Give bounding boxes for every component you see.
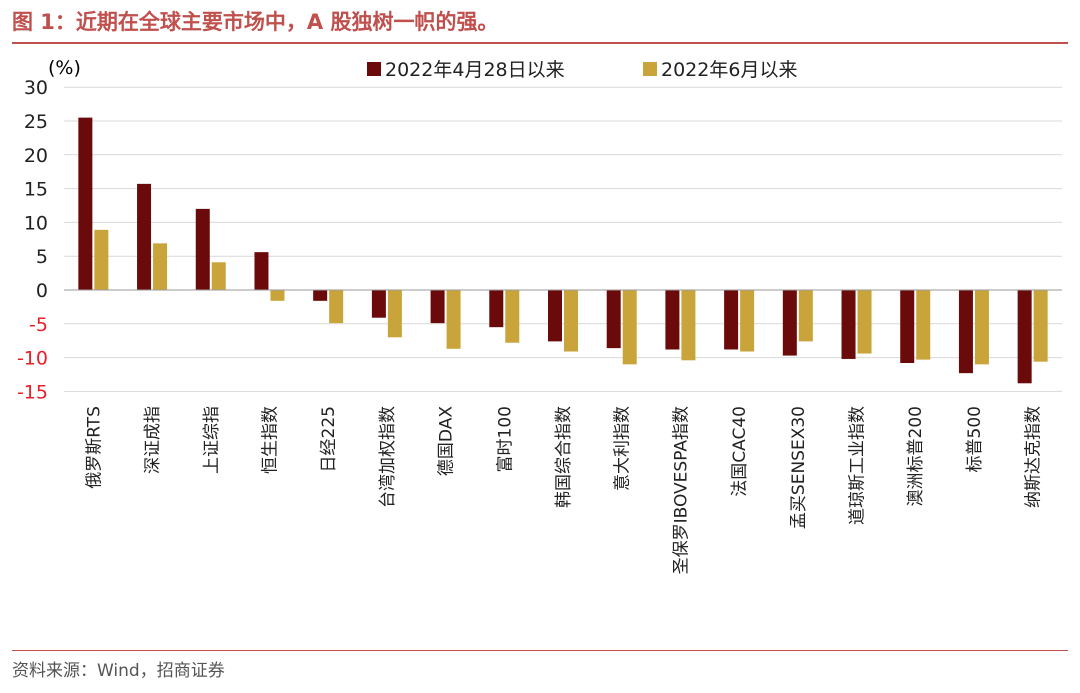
bar-series-2 (446, 290, 461, 349)
bar-series-1 (782, 290, 797, 356)
x-category-label: 俄罗斯RTS (84, 406, 104, 489)
legend-swatch-series-2 (643, 62, 657, 76)
bar-series-2 (329, 290, 344, 324)
x-category-label: 上证综指 (202, 406, 222, 474)
bar-series-2 (211, 262, 226, 290)
y-tick-label: 5 (36, 246, 48, 268)
footer-divider (12, 650, 1068, 651)
bars (78, 117, 1048, 384)
gridlines (64, 86, 1062, 392)
x-category-label: 纳斯达克指数 (1024, 406, 1044, 508)
bar-series-1 (606, 290, 621, 349)
x-category-label: 澳洲标普200 (906, 406, 926, 506)
y-axis: 30 25 20 15 10 5 0 -5 -10 -15 (17, 77, 48, 403)
bar-series-1 (841, 290, 856, 359)
x-category-label: 圣保罗IBOVESPA指数 (671, 406, 691, 574)
bar-series-1 (958, 290, 973, 374)
x-category-label: 深证成指 (143, 406, 163, 474)
x-category-label: 恒生指数 (260, 406, 280, 474)
y-tick-label: 30 (24, 77, 48, 99)
bar-series-1 (665, 290, 680, 350)
bar-series-1 (548, 290, 562, 342)
bar-series-1 (313, 290, 328, 301)
bar-series-1 (489, 290, 504, 328)
x-category-label: 标普500 (965, 406, 985, 472)
bar-series-1 (195, 208, 210, 290)
bar-series-2 (681, 290, 696, 361)
bar-series-2 (505, 290, 520, 343)
x-category-label: 日经225 (319, 406, 339, 472)
y-tick-label: 0 (36, 280, 48, 302)
x-category-label: 孟买SENSEX30 (789, 406, 809, 529)
bar-series-1 (430, 290, 445, 324)
x-category-label: 富时100 (495, 406, 515, 472)
bar-series-1 (1017, 290, 1032, 384)
y-tick-label: -15 (17, 381, 48, 403)
legend-swatch-series-1 (367, 62, 381, 76)
bar-series-2 (564, 290, 578, 352)
y-tick-label: 15 (24, 179, 48, 201)
bar-series-1 (371, 290, 386, 318)
y-tick-label: -10 (17, 348, 48, 370)
bar-series-2 (622, 290, 637, 365)
bar-series-2 (1033, 290, 1048, 362)
bar-series-2 (857, 290, 872, 354)
x-category-label: 意大利指数 (613, 406, 633, 491)
bar-series-2 (94, 229, 109, 290)
bar-series-2 (270, 290, 285, 301)
bar-series-1 (900, 290, 915, 364)
title-divider (12, 42, 1068, 44)
x-category-label: 道琼斯工业指数 (848, 406, 868, 525)
legend: 2022年4月28日以来 2022年6月以来 (367, 59, 797, 81)
bar-series-2 (916, 290, 931, 360)
bar-chart: 30 25 20 15 10 5 0 -5 -10 -15 (%) 俄罗斯RTS 深证成指 上证综指 恒… (17, 57, 1062, 575)
x-category-label: 台湾加权指数 (378, 406, 398, 508)
bar-series-2 (153, 243, 168, 290)
bar-series-1 (254, 252, 269, 290)
x-category-label: 韩国综合指数 (554, 406, 574, 508)
x-category-label: 德国DAX (437, 406, 457, 476)
figure-title: 图 1：近期在全球主要市场中，A 股独树一帜的强。 (12, 10, 499, 34)
bar-series-1 (137, 183, 152, 290)
bar-series-2 (798, 290, 813, 342)
bar-series-1 (78, 117, 93, 291)
bar-series-2 (387, 290, 402, 338)
y-tick-label: -5 (29, 314, 48, 336)
y-axis-unit-label: (%) (48, 57, 81, 79)
y-tick-label: 10 (24, 212, 48, 234)
bar-series-2 (974, 290, 989, 365)
legend-label-series-2: 2022年6月以来 (661, 59, 797, 81)
legend-label-series-1: 2022年4月28日以来 (385, 59, 565, 81)
source-note: 资料来源：Wind，招商证券 (12, 661, 225, 681)
category-labels: 俄罗斯RTS 深证成指 上证综指 恒生指数 日经225 台湾加权指数 德国DAX 富时100 韩… (84, 406, 1043, 575)
y-tick-label: 25 (24, 111, 48, 133)
x-category-label: 法国CAC40 (730, 406, 750, 497)
bar-series-1 (724, 290, 739, 350)
bar-series-2 (740, 290, 755, 352)
y-tick-label: 20 (24, 145, 48, 167)
